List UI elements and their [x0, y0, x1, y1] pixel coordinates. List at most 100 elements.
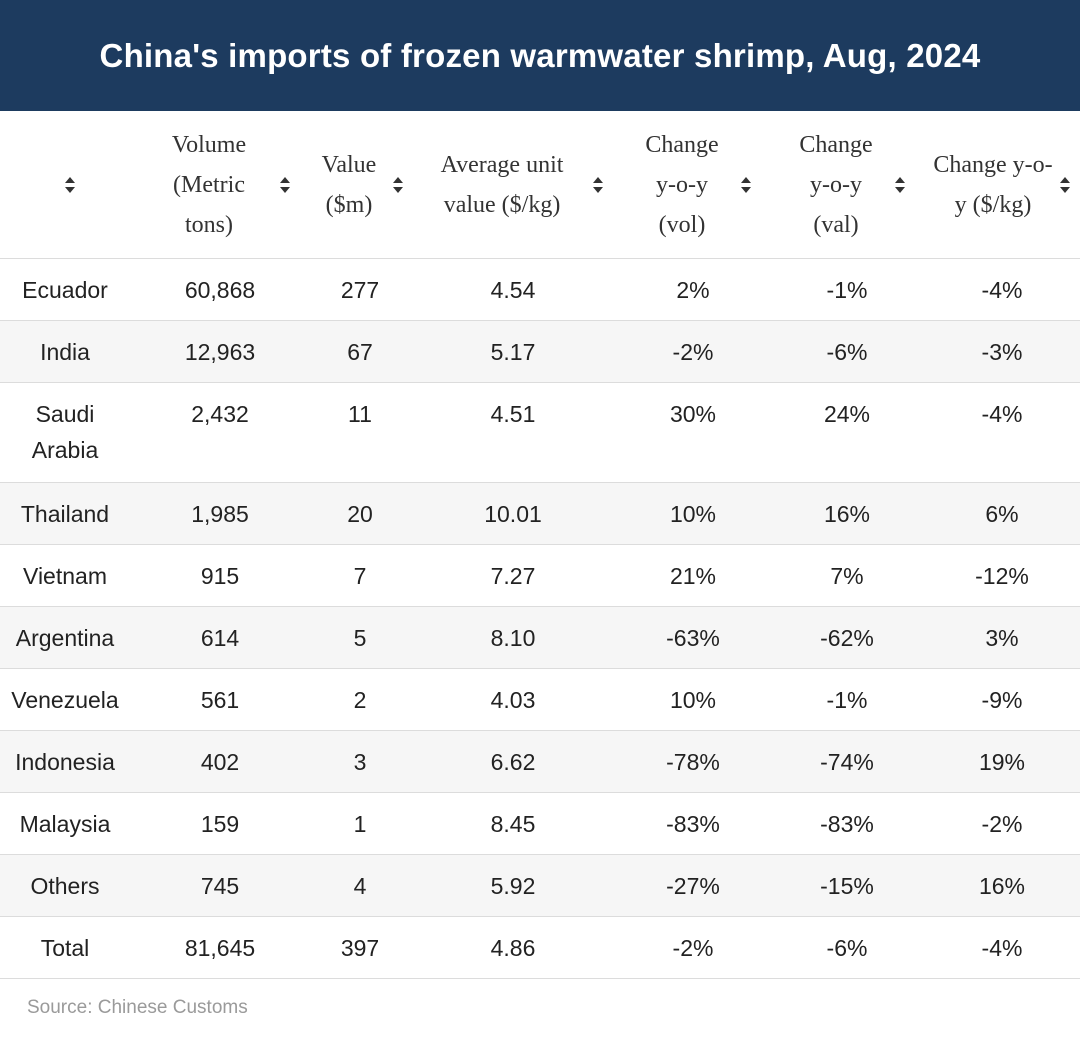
column-header-label: Change y-o-y (vol) [645, 131, 719, 238]
volume-cell: 561 [130, 668, 310, 731]
table-row-total: Total 81,645 397 4.86 -2% -6% -4% [0, 916, 1080, 979]
avg-unit-value-cell: 4.51 [410, 382, 616, 483]
change-val-cell: 24% [770, 382, 924, 483]
avg-unit-value-cell: 5.17 [410, 320, 616, 383]
column-header-value[interactable]: Value ($m) [310, 111, 410, 259]
country-cell: Indonesia [0, 730, 130, 793]
volume-cell: 2,432 [130, 382, 310, 483]
column-header-label: Change y-o-y (val) [799, 131, 873, 238]
change-unit-cell: 3% [924, 606, 1080, 669]
sort-arrows-icon[interactable] [1059, 176, 1071, 194]
change-vol-cell: 30% [616, 382, 770, 483]
volume-cell: 81,645 [130, 916, 310, 979]
avg-unit-value-cell: 4.54 [410, 258, 616, 321]
value-cell: 11 [310, 382, 410, 483]
page-title: China's imports of frozen warmwater shri… [99, 36, 981, 74]
change-vol-cell: 10% [616, 668, 770, 731]
country-cell: India [0, 320, 130, 383]
avg-unit-value-cell: 4.86 [410, 916, 616, 979]
table-row: India 12,963 67 5.17 -2% -6% -3% [0, 320, 1080, 383]
table-row: Thailand 1,985 20 10.01 10% 16% 6% [0, 482, 1080, 545]
column-header-label: Average unit value ($/kg) [440, 151, 564, 218]
avg-unit-value-cell: 10.01 [410, 482, 616, 545]
sort-arrows-icon[interactable] [279, 176, 291, 194]
country-cell: Thailand [0, 482, 130, 545]
avg-unit-value-cell: 6.62 [410, 730, 616, 793]
change-val-cell: -1% [770, 258, 924, 321]
change-unit-cell: -4% [924, 382, 1080, 483]
volume-cell: 159 [130, 792, 310, 855]
country-cell: Vietnam [0, 544, 130, 607]
column-header-country[interactable] [0, 111, 130, 259]
column-header-label: Volume (Metric tons) [171, 131, 247, 238]
table-row: Indonesia 402 3 6.62 -78% -74% 19% [0, 730, 1080, 793]
column-header-change-val[interactable]: Change y-o-y (val) [770, 111, 924, 259]
change-vol-cell: -63% [616, 606, 770, 669]
avg-unit-value-cell: 8.10 [410, 606, 616, 669]
column-header-change-vol[interactable]: Change y-o-y (vol) [616, 111, 770, 259]
column-header-change-unit[interactable]: Change y-o-y ($/kg) [924, 111, 1080, 259]
change-vol-cell: 2% [616, 258, 770, 321]
volume-cell: 60,868 [130, 258, 310, 321]
change-vol-cell: 10% [616, 482, 770, 545]
country-cell: Total [0, 916, 130, 979]
table-row: Saudi Arabia 2,432 11 4.51 30% 24% -4% [0, 382, 1080, 483]
change-val-cell: -6% [770, 916, 924, 979]
volume-cell: 1,985 [130, 482, 310, 545]
value-cell: 20 [310, 482, 410, 545]
change-vol-cell: -83% [616, 792, 770, 855]
change-val-cell: 16% [770, 482, 924, 545]
value-cell: 397 [310, 916, 410, 979]
avg-unit-value-cell: 8.45 [410, 792, 616, 855]
avg-unit-value-cell: 7.27 [410, 544, 616, 607]
table-row: Vietnam 915 7 7.27 21% 7% -12% [0, 544, 1080, 607]
change-val-cell: -62% [770, 606, 924, 669]
country-cell: Malaysia [0, 792, 130, 855]
volume-cell: 12,963 [130, 320, 310, 383]
column-header-label: Value ($m) [321, 151, 377, 218]
value-cell: 67 [310, 320, 410, 383]
change-unit-cell: 19% [924, 730, 1080, 793]
volume-cell: 614 [130, 606, 310, 669]
column-header-volume[interactable]: Volume (Metric tons) [130, 111, 310, 259]
change-unit-cell: -12% [924, 544, 1080, 607]
sort-arrows-icon[interactable] [740, 176, 752, 194]
country-cell: Venezuela [0, 668, 130, 731]
change-val-cell: -15% [770, 854, 924, 917]
volume-cell: 402 [130, 730, 310, 793]
value-cell: 2 [310, 668, 410, 731]
change-val-cell: -83% [770, 792, 924, 855]
change-unit-cell: -4% [924, 916, 1080, 979]
change-vol-cell: -27% [616, 854, 770, 917]
country-cell: Ecuador [0, 258, 130, 321]
value-cell: 7 [310, 544, 410, 607]
avg-unit-value-cell: 5.92 [410, 854, 616, 917]
value-cell: 4 [310, 854, 410, 917]
sort-arrows-icon[interactable] [894, 176, 906, 194]
change-unit-cell: -3% [924, 320, 1080, 383]
column-header-label: Change y-o-y ($/kg) [933, 151, 1053, 218]
sort-arrows-icon[interactable] [392, 176, 404, 194]
sort-arrows-icon[interactable] [592, 176, 604, 194]
change-val-cell: -6% [770, 320, 924, 383]
value-cell: 277 [310, 258, 410, 321]
source-note: Source: Chinese Customs [27, 997, 248, 1018]
change-unit-cell: 16% [924, 854, 1080, 917]
country-cell: Others [0, 854, 130, 917]
column-header-avg-unit-value[interactable]: Average unit value ($/kg) [410, 111, 616, 259]
change-unit-cell: -2% [924, 792, 1080, 855]
table-row: Venezuela 561 2 4.03 10% -1% -9% [0, 668, 1080, 731]
header-row: Volume (Metric tons) Value ($m) Average … [0, 111, 1080, 259]
table-row: Ecuador 60,868 277 4.54 2% -1% -4% [0, 258, 1080, 321]
change-unit-cell: -4% [924, 258, 1080, 321]
sort-arrows-icon[interactable] [64, 176, 76, 194]
change-vol-cell: -78% [616, 730, 770, 793]
change-vol-cell: -2% [616, 320, 770, 383]
title-banner: China's imports of frozen warmwater shri… [0, 0, 1080, 111]
change-vol-cell: -2% [616, 916, 770, 979]
change-unit-cell: -9% [924, 668, 1080, 731]
table-row: Others 745 4 5.92 -27% -15% 16% [0, 854, 1080, 917]
table-body: Ecuador 60,868 277 4.54 2% -1% -4% India… [0, 258, 1080, 979]
value-cell: 3 [310, 730, 410, 793]
value-cell: 1 [310, 792, 410, 855]
